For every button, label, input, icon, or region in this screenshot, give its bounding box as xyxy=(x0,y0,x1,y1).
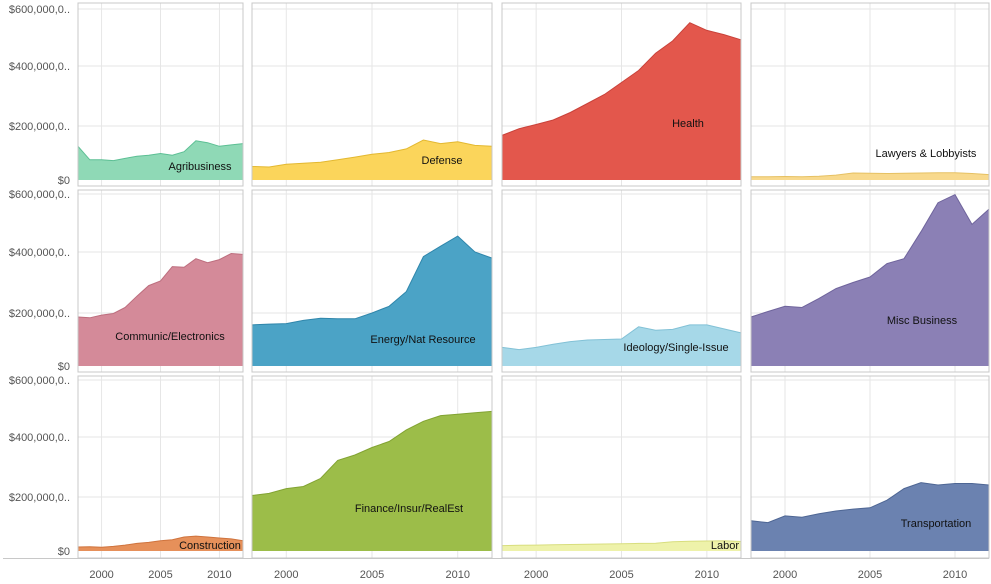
y-tick-label: $200,000,0.. xyxy=(9,492,70,504)
area-communic-electronics xyxy=(78,253,243,366)
area-transportation xyxy=(751,482,989,551)
panel-frame xyxy=(750,2,990,187)
x-tick-label: 2010 xyxy=(207,569,231,581)
area-misc-business xyxy=(751,194,989,366)
y-tick-label: $0 xyxy=(58,546,70,558)
panel-frame xyxy=(750,189,990,373)
x-tick-label: 2005 xyxy=(858,569,882,581)
panel-label-defense: Defense xyxy=(422,155,463,167)
area-line-agribusiness xyxy=(77,140,244,162)
panel-frame xyxy=(501,189,742,373)
area-line-ideology-single-issue xyxy=(501,324,742,351)
panel-frame xyxy=(251,189,493,373)
x-tick-label: 2005 xyxy=(360,569,384,581)
x-tick-label: 2000 xyxy=(524,569,548,581)
area-line-finance-insur-realest xyxy=(251,410,493,496)
area-line-communic-electronics xyxy=(77,252,244,319)
panel-frame xyxy=(77,2,244,187)
panel-label-ideology-single-issue: Ideology/Single-Issue xyxy=(623,342,728,354)
panel-frame xyxy=(501,2,742,187)
area-construction xyxy=(78,536,243,551)
panel-label-finance-insur-realest: Finance/Insur/RealEst xyxy=(355,503,463,515)
y-tick-label: $0 xyxy=(58,361,70,373)
area-energy-nat-resource xyxy=(252,236,492,366)
panel-label-agribusiness: Agribusiness xyxy=(169,161,232,173)
area-line-misc-business xyxy=(750,193,990,318)
area-line-defense xyxy=(251,139,493,168)
panel-label-lawyers-lobbyists: Lawyers & Lobbyists xyxy=(876,148,977,160)
x-tick-label: 2005 xyxy=(148,569,172,581)
panel-label-construction: Construction xyxy=(179,540,241,552)
y-tick-label: $600,000,0.. xyxy=(9,189,70,201)
area-line-lawyers-lobbyists xyxy=(751,172,990,178)
panel-label-misc-business: Misc Business xyxy=(887,315,958,327)
x-tick-label: 2010 xyxy=(695,569,719,581)
area-agribusiness xyxy=(78,140,243,180)
x-tick-label: 2005 xyxy=(609,569,633,581)
y-tick-label: $400,000,0.. xyxy=(9,432,70,444)
y-tick-label: $600,000,0.. xyxy=(9,375,70,387)
x-tick-label: 2000 xyxy=(773,569,797,581)
area-labor xyxy=(502,540,741,551)
area-finance-insur-realest xyxy=(252,411,492,551)
y-tick-label: $400,000,0.. xyxy=(9,61,70,73)
area-lawyers-lobbyists xyxy=(751,172,989,180)
y-tick-label: $200,000,0.. xyxy=(9,308,70,320)
y-tick-label: $600,000,0.. xyxy=(9,4,70,16)
area-line-transportation xyxy=(750,482,990,524)
x-tick-label: 2010 xyxy=(445,569,469,581)
area-line-construction xyxy=(77,535,244,548)
area-line-health xyxy=(501,22,742,136)
area-line-labor xyxy=(501,540,742,547)
area-health xyxy=(502,22,741,181)
panel-label-labor: Labor xyxy=(711,540,739,552)
y-tick-label: $200,000,0.. xyxy=(9,121,70,133)
y-tick-label: $0 xyxy=(58,175,70,187)
panel-label-transportation: Transportation xyxy=(901,518,972,530)
area-ideology-single-issue xyxy=(502,324,741,366)
panel-frame xyxy=(77,189,244,373)
panel-label-energy-nat-resource: Energy/Nat Resource xyxy=(370,334,475,346)
x-tick-label: 2000 xyxy=(274,569,298,581)
area-line-energy-nat-resource xyxy=(251,235,493,326)
panel-label-health: Health xyxy=(672,118,704,130)
x-tick-label: 2000 xyxy=(89,569,113,581)
y-tick-label: $400,000,0.. xyxy=(9,247,70,259)
panel-label-communic-electronics: Communic/Electronics xyxy=(115,331,225,343)
area-defense xyxy=(252,140,492,180)
panel-frame xyxy=(251,2,493,187)
x-tick-label: 2010 xyxy=(943,569,967,581)
